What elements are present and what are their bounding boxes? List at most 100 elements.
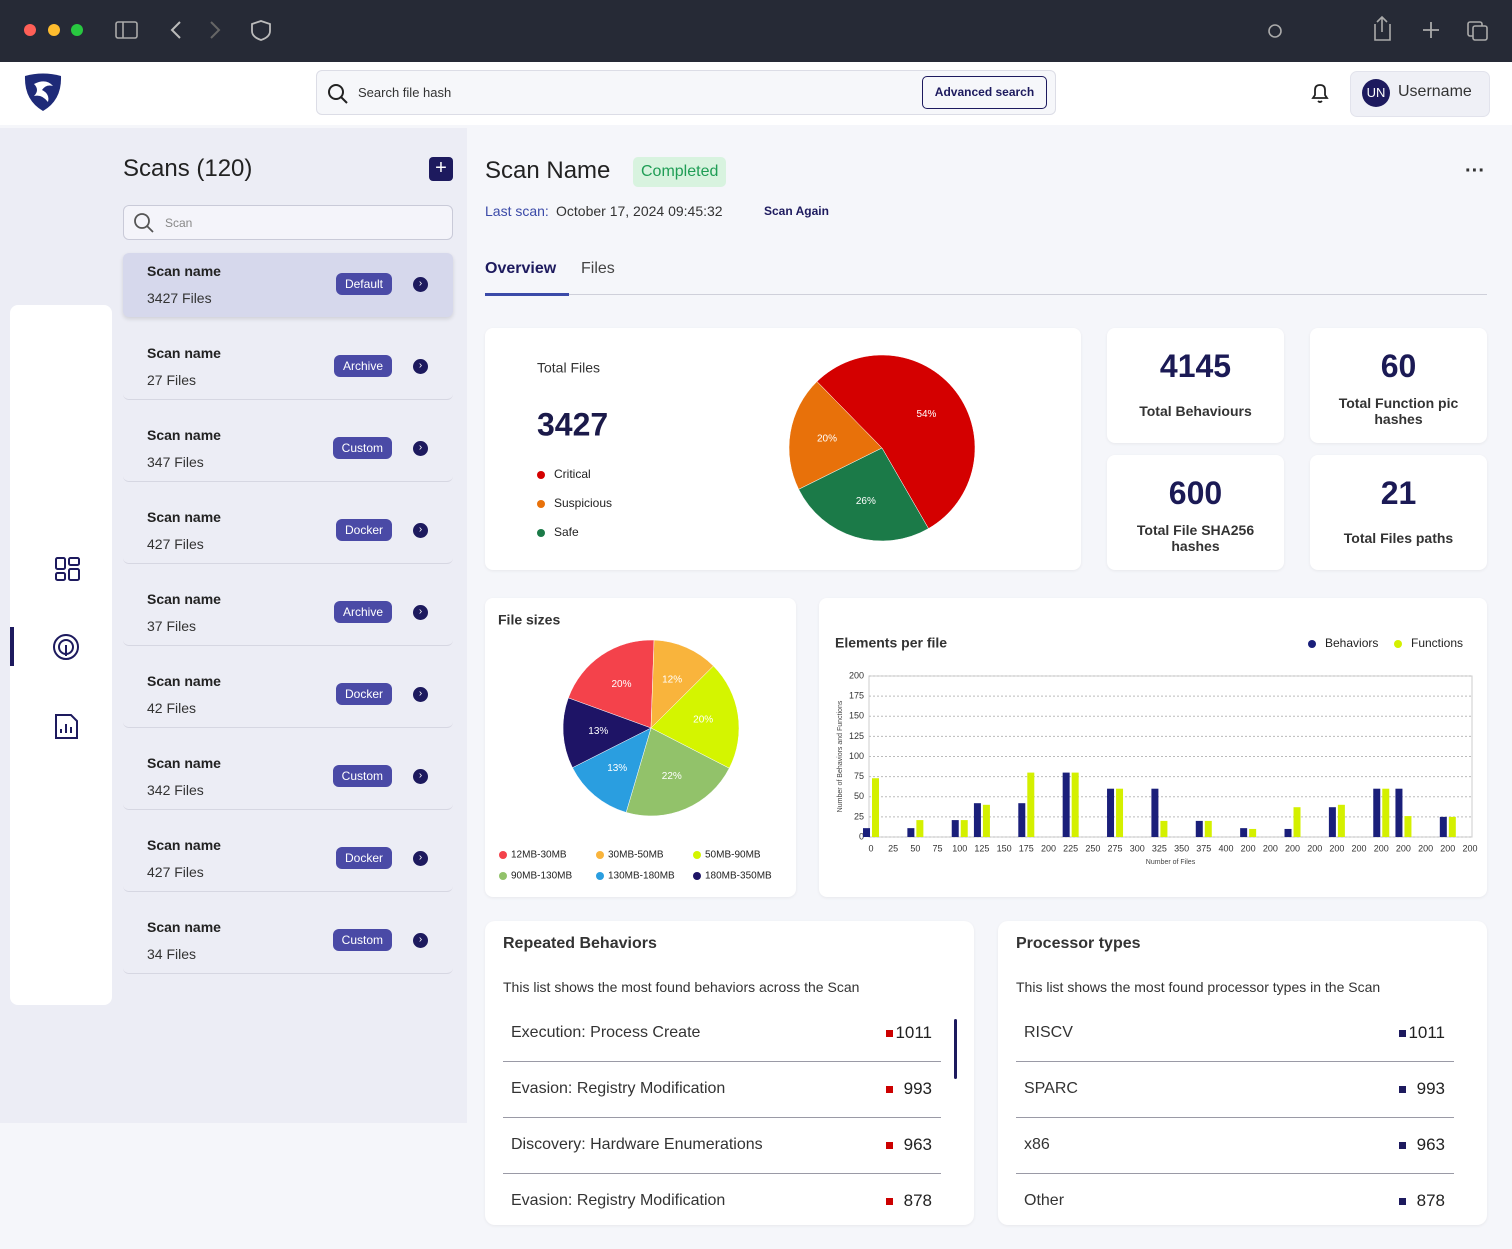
legend-dot	[693, 872, 701, 880]
scan-item-name: Scan name	[147, 263, 221, 279]
file-sizes-card: File sizes 20% 12% 20% 22% 13% 13% 12MB-30MB 30M…	[485, 598, 796, 897]
scan-item-open[interactable]: ›	[413, 851, 428, 866]
scan-search[interactable]	[123, 205, 453, 240]
scan-item-tag: Default	[335, 273, 392, 295]
scan-item-open[interactable]: ›	[413, 769, 428, 784]
more-menu[interactable]: ···	[1465, 160, 1485, 182]
y-tick-label: 25	[854, 811, 864, 821]
x-tick-label: 200	[1440, 843, 1455, 853]
scan-item-tag: Custom	[332, 437, 392, 459]
legend-dot	[537, 471, 545, 479]
scan-item-open[interactable]: ›	[413, 441, 428, 456]
scan-item[interactable]: Scan name 427 Files Docker ›	[123, 827, 453, 892]
pie-slice	[816, 354, 976, 529]
y-tick-label: 50	[854, 791, 864, 801]
pie-slice	[650, 665, 740, 769]
scan-item-open[interactable]: ›	[413, 687, 428, 702]
scan-item[interactable]: Scan name 347 Files Custom ›	[123, 417, 453, 482]
tab-files[interactable]: Files	[581, 260, 615, 277]
legend-dot	[537, 529, 545, 537]
stat-label: Total File SHA256 hashes	[1136, 522, 1255, 554]
scan-item-files: 27 Files	[147, 372, 197, 388]
x-tick-label: 250	[1085, 843, 1100, 853]
bell-icon[interactable]	[1308, 81, 1332, 105]
list-row: Discovery: Hardware Enumerations 963	[503, 1118, 941, 1174]
x-tick-label: 200	[1352, 843, 1367, 853]
row-marker	[886, 1086, 893, 1093]
row-label: Evasion: Registry Modification	[511, 1080, 726, 1097]
scan-item[interactable]: Scan name 37 Files Archive ›	[123, 581, 453, 646]
bar	[1151, 788, 1159, 837]
scan-item[interactable]: Scan name 3427 Files Default ›	[123, 253, 453, 317]
repeated-behaviors-card: Repeated Behaviors This list shows the mo…	[485, 921, 974, 1225]
x-tick-label: 350	[1174, 843, 1189, 853]
legend-label: 30MB-50MB	[608, 850, 664, 861]
x-tick-label: 400	[1218, 843, 1233, 853]
bar	[1204, 820, 1212, 837]
row-marker	[1399, 1198, 1406, 1205]
legend-dot	[499, 851, 507, 859]
bar	[1404, 816, 1412, 837]
username: Username	[1398, 83, 1472, 100]
tab-overview[interactable]: Overview	[485, 260, 557, 277]
list-row: Evasion: Registry Modification 993	[503, 1062, 941, 1118]
list-row: SPARC 993	[1016, 1062, 1454, 1118]
scan-item[interactable]: Scan name 42 Files Docker ›	[123, 663, 453, 728]
slice-label: 12%	[662, 674, 682, 685]
slice-label: 13%	[607, 763, 627, 774]
x-tick-label: 200	[1241, 843, 1256, 853]
bar	[1439, 816, 1447, 837]
nav-rail	[10, 305, 112, 1005]
scan-item-open[interactable]: ›	[413, 523, 428, 538]
x-tick-label: 200	[1418, 843, 1433, 853]
y-tick-label: 125	[849, 731, 864, 741]
row-label: RISCV	[1024, 1024, 1073, 1041]
bar	[1328, 807, 1336, 837]
x-tick-label: 275	[1108, 843, 1123, 853]
slice-label: 20%	[817, 433, 837, 444]
x-tick-label: 125	[974, 843, 989, 853]
row-value: 878	[1416, 1191, 1445, 1210]
row-label: x86	[1024, 1136, 1050, 1153]
logo	[24, 73, 62, 111]
scan-item[interactable]: Scan name 34 Files Custom ›	[123, 909, 453, 974]
legend-label: Behaviors	[1325, 636, 1378, 650]
scan-item[interactable]: Scan name 27 Files Archive ›	[123, 335, 453, 400]
list-row: Evasion: Registry Modification 878	[503, 1174, 941, 1225]
total-value: 3427	[537, 406, 608, 442]
search-bar[interactable]	[316, 70, 1056, 115]
scan-item[interactable]: Scan name 342 Files Custom ›	[123, 745, 453, 810]
scan-item-open[interactable]: ›	[413, 933, 428, 948]
bar	[1293, 807, 1301, 837]
scan-item-open[interactable]: ›	[413, 359, 428, 374]
x-tick-label: 175	[1019, 843, 1034, 853]
advanced-search-button[interactable]: Advanced search	[922, 76, 1047, 109]
chart-canvas: File sizes 20% 12% 20% 22% 13% 13% 12MB-30MB 30M…	[498, 612, 772, 882]
bar	[1195, 820, 1203, 837]
scan-item-open[interactable]: ›	[413, 605, 428, 620]
scan-item[interactable]: Scan name 427 Files Docker ›	[123, 499, 453, 564]
stat-value: 60	[1380, 348, 1417, 384]
legend-label: Critical	[554, 467, 591, 481]
list-description: This list shows the most found processor…	[1016, 979, 1381, 995]
legend-label: 180MB-350MB	[705, 871, 772, 882]
scan-search-placeholder: Scan	[165, 216, 193, 230]
tab-indicator	[485, 293, 569, 296]
x-tick-label: 50	[910, 843, 920, 853]
legend-label: Safe	[554, 525, 579, 539]
list-description: This list shows the most found behaviors…	[503, 979, 860, 995]
legend-dot	[596, 872, 604, 880]
add-scan-button[interactable]: +	[429, 157, 453, 181]
scan-again-link[interactable]: Scan Again	[764, 204, 829, 218]
row-marker	[1399, 1030, 1406, 1037]
bar	[951, 820, 959, 837]
scan-item-name: Scan name	[147, 837, 221, 853]
search-icon	[134, 213, 154, 233]
bar	[1373, 788, 1381, 837]
scan-item-tag: Docker	[335, 847, 392, 869]
scan-item-open[interactable]: ›	[413, 277, 428, 292]
y-tick-label: 175	[849, 691, 864, 701]
x-tick-label: 0	[868, 843, 873, 853]
search-placeholder: Search file hash	[358, 85, 452, 100]
scan-item-name: Scan name	[147, 673, 221, 689]
